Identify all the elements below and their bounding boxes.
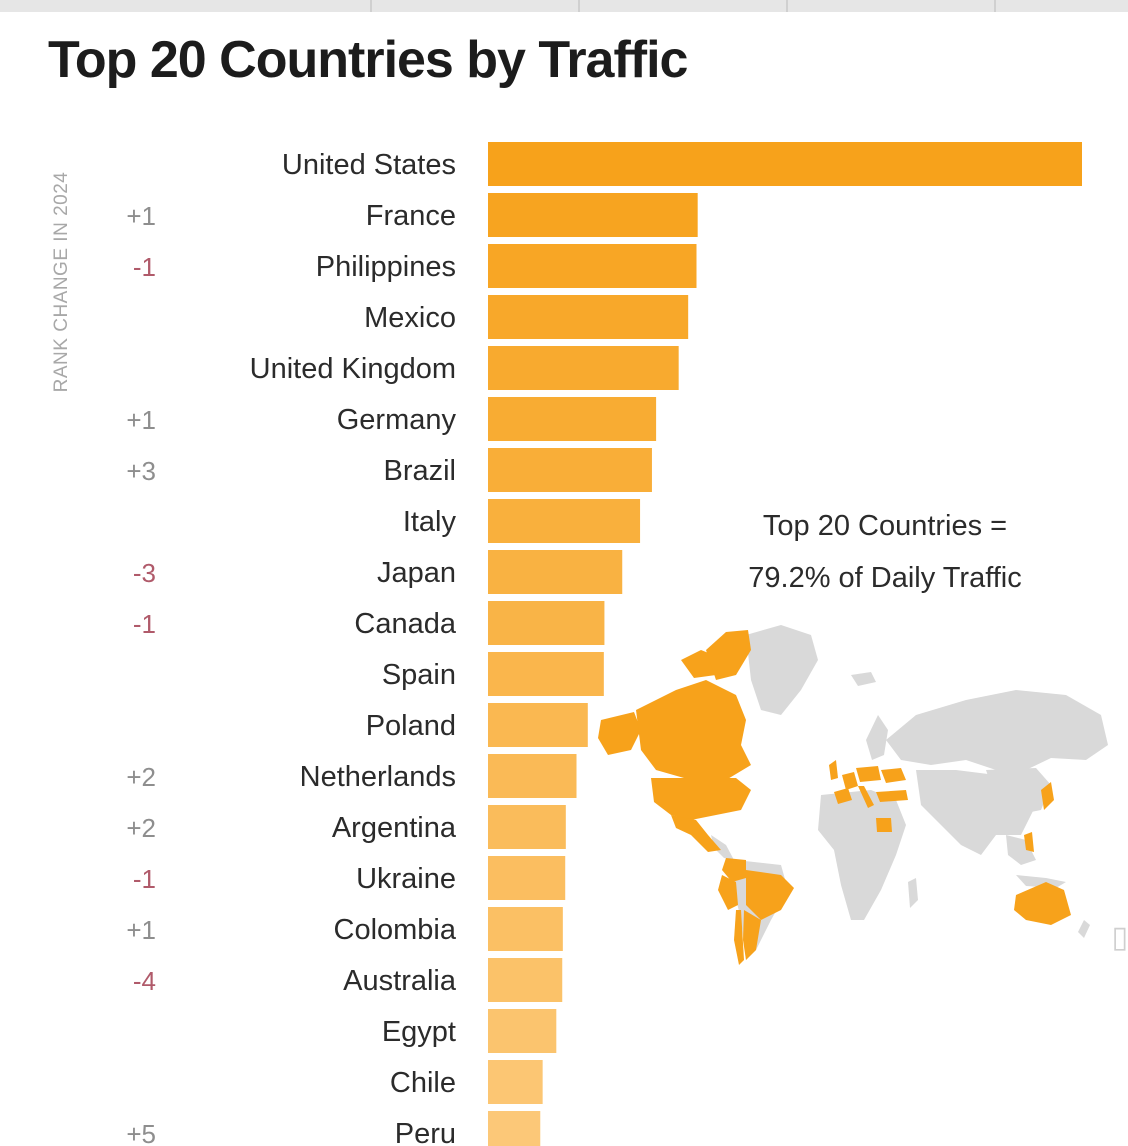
bar-peru <box>488 1111 541 1146</box>
map-argentina <box>743 910 761 960</box>
map-iceland <box>851 672 876 686</box>
map-scandinavia <box>866 715 888 760</box>
rank-change-label: +3 <box>126 456 156 486</box>
category-label: Netherlands <box>300 761 456 793</box>
rank-change-label: +2 <box>126 813 156 843</box>
map-japan <box>1041 782 1054 810</box>
bar-brazil <box>488 448 652 492</box>
rank-change-label: -3 <box>133 558 156 588</box>
bar-philippines <box>488 244 697 288</box>
rank-change-label: -1 <box>133 609 156 639</box>
bar-argentina <box>488 805 566 849</box>
bar-japan <box>488 550 623 594</box>
map-mexico <box>671 815 721 852</box>
map-chile <box>734 910 744 965</box>
map-alaska <box>598 712 641 755</box>
map-italy <box>858 786 874 808</box>
map-australia <box>1014 882 1071 925</box>
annotation-line-1: Top 20 Countries = <box>762 510 1008 542</box>
map-france <box>842 772 858 790</box>
rank-change-label: +2 <box>126 762 156 792</box>
bar-colombia <box>488 907 563 951</box>
category-label: Peru <box>395 1118 456 1146</box>
bar-canada <box>488 601 605 645</box>
map-turkey <box>876 790 908 802</box>
edge-artifact-1: ▯ <box>1111 921 1128 954</box>
bar-italy <box>488 499 641 543</box>
chart-title: Top 20 Countries by Traffic <box>48 31 688 89</box>
map-new-zealand <box>1078 920 1090 938</box>
map-indonesia <box>1016 875 1066 888</box>
rank-change-label: +1 <box>126 405 156 435</box>
category-label: Germany <box>337 404 457 436</box>
category-label: Colombia <box>334 914 457 946</box>
map-highlight-land <box>598 630 1071 965</box>
bar-egypt <box>488 1009 557 1053</box>
bar-united-states <box>488 142 1082 186</box>
category-label: Mexico <box>364 302 456 334</box>
map-madagascar <box>908 878 918 908</box>
category-label: Japan <box>377 557 456 589</box>
rank-change-label: -4 <box>133 966 156 996</box>
bar-netherlands <box>488 754 577 798</box>
bar-germany <box>488 397 657 441</box>
map-africa <box>818 790 906 920</box>
map-philippines <box>1024 832 1034 852</box>
traffic-annotation: Top 20 Countries = 79.2% of Daily Traffi… <box>700 500 1070 604</box>
map-russia <box>886 690 1108 770</box>
map-china <box>986 768 1051 815</box>
map-united-states <box>651 778 751 820</box>
category-label: Argentina <box>332 812 457 844</box>
category-label: Poland <box>366 710 456 742</box>
bar-mexico <box>488 295 689 339</box>
bar-australia <box>488 958 563 1002</box>
rank-change-label: +1 <box>126 201 156 231</box>
bar-united-kingdom <box>488 346 679 390</box>
map-central-america-base <box>711 835 734 860</box>
map-southeast-asia <box>1006 835 1036 865</box>
rank-change-label: +5 <box>126 1119 156 1146</box>
category-label: United States <box>282 149 456 181</box>
map-colombia <box>722 858 746 882</box>
map-uk <box>829 760 838 780</box>
rank-change-label: -1 <box>133 864 156 894</box>
bar-chile <box>488 1060 543 1104</box>
category-label: United Kingdom <box>250 353 456 385</box>
map-greenland <box>746 625 818 715</box>
bar-france <box>488 193 698 237</box>
map-norway-sweden <box>706 630 751 680</box>
map-spain <box>834 788 852 804</box>
rank-change-label: +1 <box>126 915 156 945</box>
category-label: Australia <box>343 965 457 997</box>
map-peru <box>718 875 738 910</box>
map-canada <box>636 680 751 780</box>
category-label: Ukraine <box>356 863 456 895</box>
rank-change-label: -1 <box>133 252 156 282</box>
bar-ukraine <box>488 856 566 900</box>
category-label: Canada <box>354 608 456 640</box>
category-label: Chile <box>390 1067 456 1099</box>
map-brazil <box>746 870 794 920</box>
bar-poland <box>488 703 588 747</box>
category-label: France <box>366 200 456 232</box>
map-egypt <box>876 818 892 832</box>
map-germany-poland <box>856 766 881 782</box>
category-label: Philippines <box>316 251 456 283</box>
map-ukraine <box>881 768 906 783</box>
category-label: Spain <box>382 659 456 691</box>
bar-spain <box>488 652 604 696</box>
category-label: Italy <box>403 506 457 538</box>
category-label: Egypt <box>382 1016 456 1048</box>
category-label: Brazil <box>383 455 456 487</box>
world-map <box>598 625 1108 965</box>
annotation-line-2: 79.2% of Daily Traffic <box>748 562 1022 594</box>
top-strip <box>0 0 1128 12</box>
